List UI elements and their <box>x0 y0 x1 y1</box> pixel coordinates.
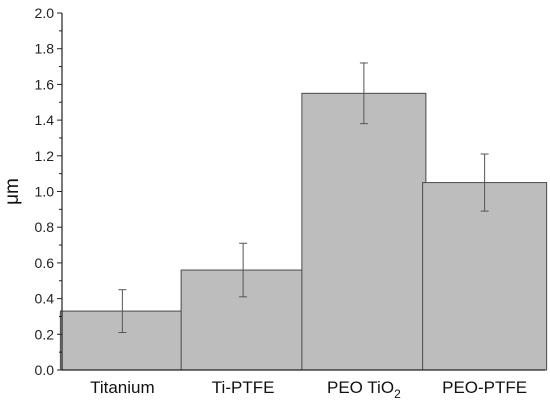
y-tick-label: 2.0 <box>35 5 55 21</box>
axes-layer <box>57 12 545 371</box>
y-tick-label: 0.6 <box>35 255 55 271</box>
x-tick-label: Titanium <box>90 378 155 397</box>
bar-2 <box>301 92 427 371</box>
x-tick-label: PEO TiO2 <box>327 378 401 401</box>
y-tick-label: 1.6 <box>35 76 55 92</box>
y-tick-label: 1.8 <box>35 41 55 57</box>
y-axis-title: μm <box>2 178 23 205</box>
y-tick-label: 0.2 <box>35 326 55 342</box>
x-tick-label: PEO-PTFE <box>442 378 527 397</box>
error-bars-layer <box>118 62 489 334</box>
y-tick-label: 1.4 <box>35 112 55 128</box>
y-tick-label: 0.0 <box>35 362 55 378</box>
y-tick-label: 1.0 <box>35 184 55 200</box>
bars-layer <box>59 92 548 371</box>
x-tick-label: Ti-PTFE <box>212 378 275 397</box>
labels-layer: Titanium Ti-PTFE PEO TiO2 PEO-PTFE 0.0 0.2 0.4… <box>2 5 527 401</box>
y-tick-label: 0.4 <box>35 291 55 307</box>
y-tick-label: 0.8 <box>35 219 55 235</box>
y-tick-label: 1.2 <box>35 148 55 164</box>
